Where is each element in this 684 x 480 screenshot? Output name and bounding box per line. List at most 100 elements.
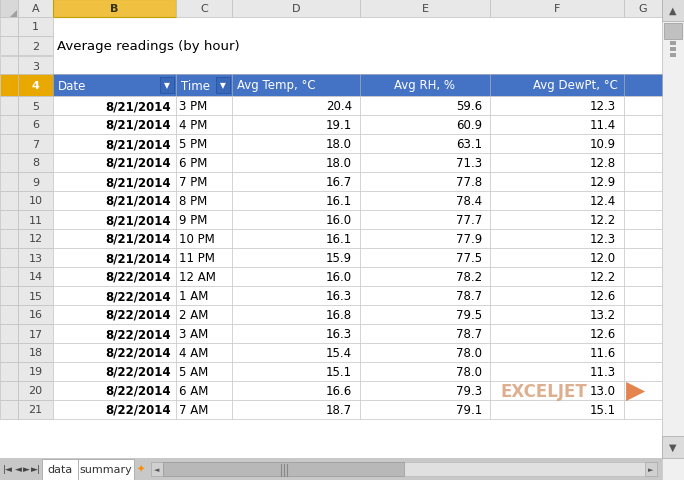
Bar	[0, 135, 18, 154]
Text: 63.1: 63.1	[456, 138, 482, 151]
Bar	[0, 343, 18, 362]
Text: 10.9: 10.9	[590, 138, 616, 151]
Text: 18.0: 18.0	[326, 138, 352, 151]
Bar	[18, 267, 53, 287]
Bar	[662, 0, 684, 480]
Text: 12.9: 12.9	[590, 176, 616, 189]
Bar	[232, 305, 360, 324]
Bar	[490, 75, 624, 97]
Bar	[360, 324, 490, 343]
Text: 77.8: 77.8	[456, 176, 482, 189]
Text: 15.9: 15.9	[326, 252, 352, 264]
Bar	[163, 462, 404, 476]
Bar	[624, 343, 662, 362]
Bar	[490, 173, 624, 192]
Text: 16.8: 16.8	[326, 308, 352, 321]
Text: 8/21/2014: 8/21/2014	[105, 156, 171, 169]
Bar	[490, 229, 624, 249]
Text: 78.0: 78.0	[456, 346, 482, 359]
Text: 9: 9	[32, 177, 39, 187]
Bar	[160, 78, 174, 94]
Text: 11.4: 11.4	[590, 119, 616, 132]
Text: 8/21/2014: 8/21/2014	[105, 119, 171, 132]
Bar	[18, 135, 53, 154]
Text: 2 AM: 2 AM	[179, 308, 209, 321]
Text: C: C	[200, 4, 208, 14]
Bar	[53, 18, 662, 458]
Bar	[176, 324, 232, 343]
Text: 78.7: 78.7	[456, 327, 482, 340]
Bar	[360, 400, 490, 419]
Text: 10 PM: 10 PM	[179, 232, 215, 245]
Bar	[176, 381, 232, 400]
Bar	[624, 362, 662, 381]
Bar	[624, 400, 662, 419]
Bar	[53, 249, 176, 267]
Text: 16.1: 16.1	[326, 232, 352, 245]
Bar	[176, 229, 232, 249]
Text: EXCELJET: EXCELJET	[500, 383, 587, 401]
Text: 79.3: 79.3	[456, 384, 482, 397]
Bar	[0, 116, 18, 135]
Text: 16.0: 16.0	[326, 270, 352, 283]
Text: 15.1: 15.1	[326, 365, 352, 378]
Bar	[53, 0, 176, 18]
Text: 13.0: 13.0	[590, 384, 616, 397]
Text: 20: 20	[29, 386, 42, 396]
Text: 17: 17	[29, 329, 42, 339]
Bar	[360, 154, 490, 173]
Bar	[176, 249, 232, 267]
Bar	[360, 229, 490, 249]
Bar	[360, 75, 490, 97]
Text: 12.6: 12.6	[590, 289, 616, 302]
Text: 11 PM: 11 PM	[179, 252, 215, 264]
Bar	[18, 287, 53, 305]
Bar	[490, 211, 624, 229]
Text: 19.1: 19.1	[326, 119, 352, 132]
Text: ▲: ▲	[669, 6, 676, 16]
Bar	[360, 267, 490, 287]
Bar	[360, 381, 490, 400]
Text: data: data	[47, 464, 73, 474]
Bar	[18, 381, 53, 400]
Text: 77.9: 77.9	[456, 232, 482, 245]
Bar	[0, 287, 18, 305]
Text: 77.5: 77.5	[456, 252, 482, 264]
Text: 13.2: 13.2	[590, 308, 616, 321]
Bar	[0, 0, 18, 18]
Bar	[360, 116, 490, 135]
Bar	[53, 362, 176, 381]
Bar	[18, 154, 53, 173]
Bar	[490, 116, 624, 135]
Text: 59.6: 59.6	[456, 100, 482, 113]
Text: ✦: ✦	[137, 464, 145, 474]
Bar	[0, 18, 18, 37]
Text: 71.3: 71.3	[456, 156, 482, 169]
Text: Average readings (by hour): Average readings (by hour)	[57, 40, 239, 53]
Bar	[232, 324, 360, 343]
Bar	[53, 324, 176, 343]
Text: Avg DewPt, °C: Avg DewPt, °C	[533, 79, 618, 92]
Bar	[360, 249, 490, 267]
Bar	[670, 54, 676, 58]
Bar	[18, 18, 53, 37]
Bar	[53, 97, 176, 116]
Text: 12.6: 12.6	[590, 327, 616, 340]
Bar	[0, 57, 18, 76]
Bar	[490, 0, 624, 18]
Bar	[18, 37, 53, 56]
Bar	[624, 97, 662, 116]
Bar	[0, 400, 18, 419]
Bar	[53, 135, 176, 154]
Bar	[624, 173, 662, 192]
Text: 16: 16	[29, 310, 42, 320]
Bar	[232, 267, 360, 287]
Bar	[360, 343, 490, 362]
Bar	[53, 75, 176, 97]
Bar	[53, 287, 176, 305]
Bar	[0, 267, 18, 287]
Bar	[664, 24, 682, 40]
Bar	[624, 192, 662, 211]
Text: 4 PM: 4 PM	[179, 119, 207, 132]
Bar	[490, 381, 624, 400]
